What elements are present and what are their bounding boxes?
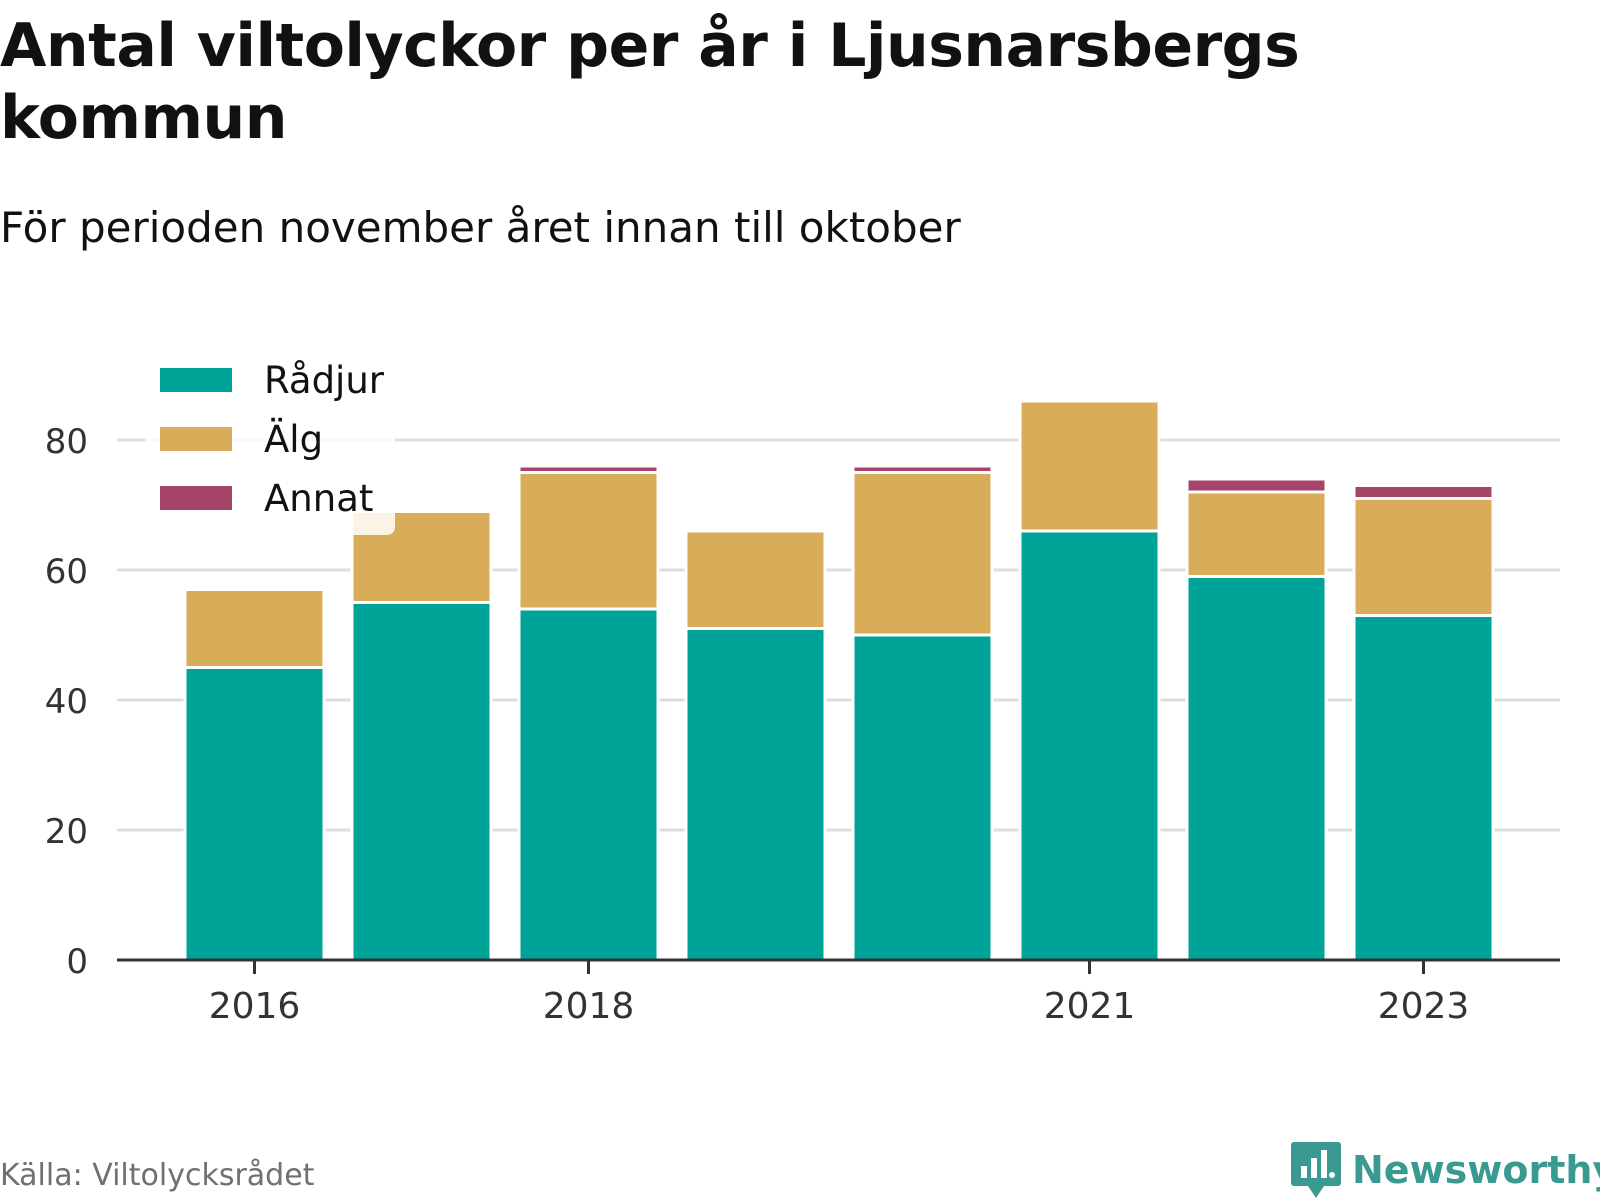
bar-segment-älg xyxy=(517,471,660,611)
y-tick-label: 80 xyxy=(45,422,88,462)
legend-label: Älg xyxy=(264,418,323,461)
bar-segment-annat xyxy=(517,464,660,474)
bar-segment-rådjur xyxy=(851,633,994,962)
bar-segment-rådjur xyxy=(1185,575,1328,962)
bar-segment-annat xyxy=(851,464,994,474)
y-tick-label: 20 xyxy=(45,812,88,852)
bar-segment-älg xyxy=(183,588,326,669)
bar-segment-älg xyxy=(684,529,827,630)
legend-label: Rådjur xyxy=(264,359,385,402)
chart-subtitle: För perioden november året innan till ok… xyxy=(0,203,961,252)
y-tick-label: 40 xyxy=(45,682,88,722)
bar-segment-rådjur xyxy=(350,601,493,962)
y-tick-label: 0 xyxy=(66,942,88,982)
bar-segment-älg xyxy=(1185,490,1328,578)
brand-logo[interactable]: Newsworthy xyxy=(1290,1140,1600,1200)
bar-segment-älg xyxy=(1018,399,1161,533)
brand-name: Newsworthy xyxy=(1352,1148,1600,1192)
y-tick-label: 60 xyxy=(45,552,88,592)
legend-swatch-älg xyxy=(160,427,232,451)
x-tick-label: 2018 xyxy=(543,986,635,1027)
bar-segment-rådjur xyxy=(684,627,827,962)
x-tick-label: 2016 xyxy=(209,986,301,1027)
bar-segment-annat xyxy=(1185,477,1328,494)
bar-segment-rådjur xyxy=(1018,529,1161,962)
bar-segment-rådjur xyxy=(517,607,660,962)
source-note: Källa: Viltolycksrådet xyxy=(0,1158,315,1193)
bar-segment-rådjur xyxy=(1352,614,1495,962)
bar-segment-älg xyxy=(1352,497,1495,617)
legend-swatch-annat xyxy=(160,486,232,510)
bar-segment-älg xyxy=(851,471,994,637)
bar-segment-rådjur xyxy=(183,666,326,962)
chart-title: Antal viltolyckor per år i Ljusnarsbergs… xyxy=(0,11,1300,153)
x-tick-label: 2021 xyxy=(1044,986,1136,1027)
bar-segment-annat xyxy=(1352,484,1495,500)
chart-bubble-icon xyxy=(1291,1142,1341,1198)
x-tick-label: 2023 xyxy=(1378,986,1470,1027)
stacked-bar-chart: 0 20 40 60 80 2016 2018 2021 2023 Rådjur Älg Annat xyxy=(44,359,1560,1027)
legend-label: Annat xyxy=(264,477,373,520)
legend-swatch-rådjur xyxy=(160,368,232,392)
